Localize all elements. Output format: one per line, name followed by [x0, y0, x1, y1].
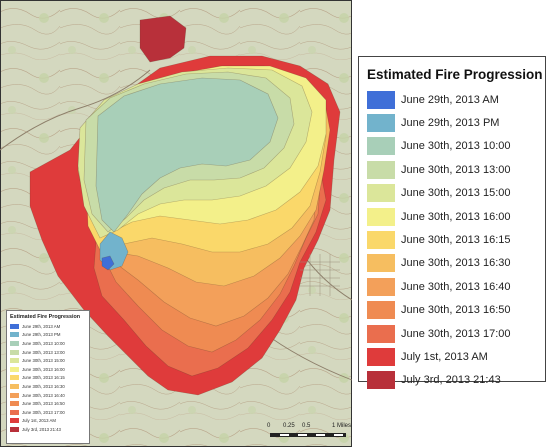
inset-legend-label: June 30th, 2013 16:30 [22, 383, 65, 389]
inset-legend-label: June 30th, 2013 15:00 [22, 358, 65, 364]
legend-swatch [367, 301, 395, 320]
legend-swatch [367, 254, 395, 273]
inset-legend-swatch [10, 332, 19, 338]
inset-legend-swatch [10, 323, 19, 329]
inset-legend-swatch [10, 401, 19, 407]
legend-swatch [367, 277, 395, 296]
inset-legend-swatch [10, 358, 19, 364]
inset-legend-item: June 30th, 2013 16:15 [10, 374, 86, 383]
legend-label: June 29th, 2013 AM [401, 93, 499, 106]
burn-area-july3-2143 [139, 15, 187, 63]
inset-legend-item: June 30th, 2013 16:00 [10, 365, 86, 374]
road [0, 69, 151, 151]
legend-label: June 30th, 2013 13:00 [401, 163, 511, 176]
inset-legend-label: June 30th, 2013 16:50 [22, 401, 65, 407]
inset-legend-label: June 30th, 2013 10:00 [22, 340, 65, 346]
legend-item: June 30th, 2013 13:00 [367, 158, 539, 181]
inset-legend-label: June 30th, 2013 13:00 [22, 349, 65, 355]
legend-item: July 3rd, 2013 21:43 [367, 369, 539, 392]
inset-legend-swatch [10, 340, 19, 346]
legend-swatch [367, 114, 395, 133]
legend-swatch [367, 90, 395, 109]
map-inset-legend: Estimated Fire Progression June 29th, 20… [6, 310, 90, 444]
inset-legend-swatch [10, 383, 19, 389]
map-canvas [0, 0, 352, 447]
burn-area-june29-am [101, 255, 115, 271]
inset-legend-swatch [10, 366, 19, 372]
scale-bar-graphic [270, 433, 346, 437]
legend-swatch [367, 231, 395, 250]
legend-item: June 29th, 2013 PM [367, 111, 539, 134]
legend-label: June 30th, 2013 16:15 [401, 234, 511, 247]
inset-legend-label: July 3rd, 2013 21:43 [22, 426, 61, 432]
scale-tick-0: 0 [267, 423, 271, 429]
legend-swatch [367, 137, 395, 156]
scale-tick-05: 0.5 [302, 423, 311, 429]
fire-progression-map: Estimated Fire Progression June 29th, 20… [0, 0, 352, 447]
inset-legend-item: July 1st, 2013 AM [10, 417, 86, 426]
legend-item: June 30th, 2013 16:40 [367, 275, 539, 298]
legend-item: June 30th, 2013 15:00 [367, 182, 539, 205]
legend-label: June 30th, 2013 16:30 [401, 257, 511, 270]
legend-label: July 1st, 2013 AM [401, 350, 488, 363]
town-streets [300, 254, 340, 296]
inset-legend-item: June 30th, 2013 15:00 [10, 356, 86, 365]
inset-legend-item: June 29th, 2013 AM [10, 322, 86, 331]
scale-tick-1-miles: 1 Miles [332, 423, 352, 429]
legend-item: June 30th, 2013 16:00 [367, 205, 539, 228]
inset-legend-item: June 30th, 2013 17:00 [10, 408, 86, 417]
inset-legend-swatch [10, 392, 19, 398]
inset-legend-swatch [10, 349, 19, 355]
inset-legend-label: July 1st, 2013 AM [22, 418, 56, 424]
legend-label: June 30th, 2013 16:00 [401, 210, 511, 223]
scale-bar: 0 0.25 0.5 1 Miles [264, 423, 354, 443]
inset-legend-label: June 30th, 2013 17:00 [22, 409, 65, 415]
legend-label: June 30th, 2013 16:40 [401, 280, 511, 293]
inset-legend-swatch [10, 375, 19, 381]
inset-legend-label: June 29th, 2013 PM [22, 332, 61, 338]
legend-title: Estimated Fire Progression [367, 67, 543, 82]
inset-legend-label: June 30th, 2013 16:00 [22, 366, 65, 372]
legend-swatch [367, 207, 395, 226]
inset-legend-swatch [10, 426, 19, 432]
legend-item: July 1st, 2013 AM [367, 345, 539, 368]
legend-item: June 29th, 2013 AM [367, 88, 539, 111]
legend-items: June 29th, 2013 AM June 29th, 2013 PM June… [367, 88, 539, 392]
legend-swatch [367, 160, 395, 179]
legend-label: June 30th, 2013 16:50 [401, 304, 511, 317]
inset-legend-item: June 29th, 2013 PM [10, 331, 86, 340]
legend-swatch [367, 324, 395, 343]
legend-item: June 30th, 2013 10:00 [367, 135, 539, 158]
inset-legend-item: June 30th, 2013 16:50 [10, 399, 86, 408]
legend-label: June 30th, 2013 15:00 [401, 187, 511, 200]
inset-legend-item: July 3rd, 2013 21:43 [10, 425, 86, 434]
legend-item: June 30th, 2013 16:15 [367, 228, 539, 251]
inset-legend-item: June 30th, 2013 16:40 [10, 391, 86, 400]
scale-tick-025: 0.25 [283, 423, 295, 429]
legend-item: June 30th, 2013 16:50 [367, 299, 539, 322]
legend-label: June 30th, 2013 17:00 [401, 327, 511, 340]
legend-panel: Estimated Fire Progression June 29th, 20… [358, 56, 546, 390]
legend-item: June 30th, 2013 17:00 [367, 322, 539, 345]
inset-legend-items: June 29th, 2013 AM June 29th, 2013 PM June… [10, 322, 86, 434]
legend-label: June 29th, 2013 PM [401, 117, 500, 130]
inset-legend-item: June 30th, 2013 13:00 [10, 348, 86, 357]
legend-swatch [367, 347, 395, 366]
inset-legend-item: June 30th, 2013 10:00 [10, 339, 86, 348]
legend-label: July 3rd, 2013 21:43 [401, 374, 501, 387]
inset-legend-label: June 30th, 2013 16:15 [22, 375, 65, 381]
legend-label: June 30th, 2013 10:00 [401, 140, 511, 153]
inset-legend-title: Estimated Fire Progression [10, 314, 81, 320]
inset-legend-swatch [10, 418, 19, 424]
legend-swatch [367, 184, 395, 203]
inset-legend-swatch [10, 409, 19, 415]
inset-legend-item: June 30th, 2013 16:30 [10, 382, 86, 391]
legend-item: June 30th, 2013 16:30 [367, 252, 539, 275]
inset-legend-label: June 30th, 2013 16:40 [22, 392, 65, 398]
inset-legend-label: June 29th, 2013 AM [22, 323, 61, 329]
legend-swatch [367, 371, 395, 390]
burn-area-june30-1000 [95, 77, 279, 233]
